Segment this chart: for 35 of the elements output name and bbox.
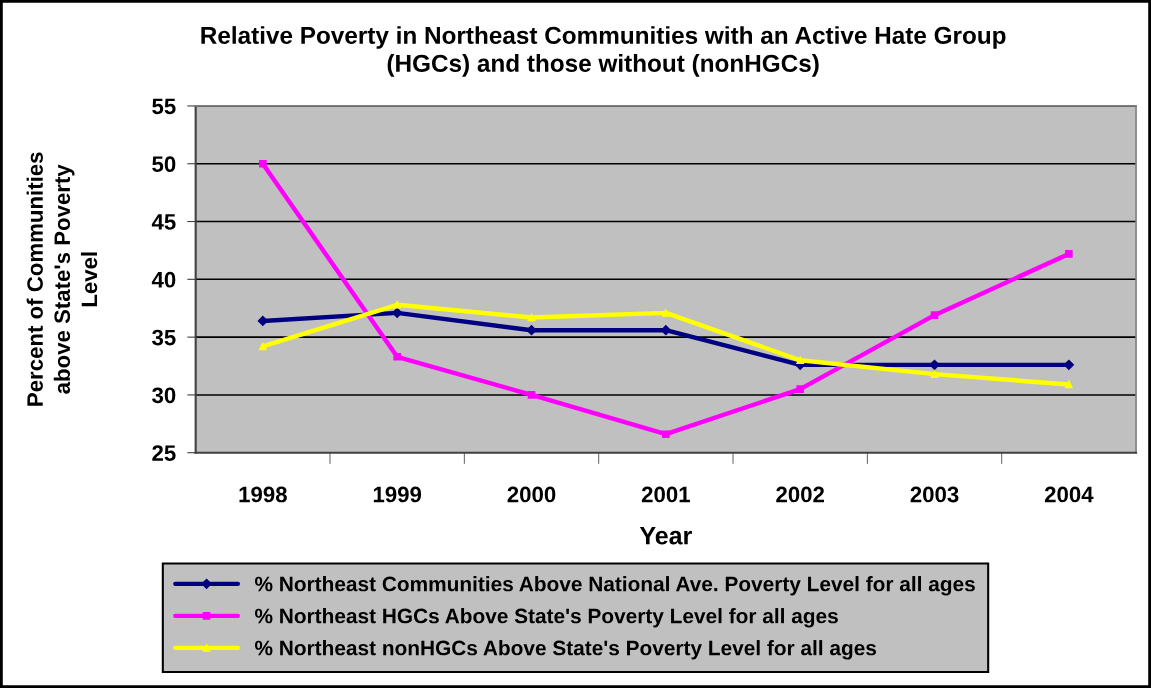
y-tick-label: 55 <box>152 98 176 115</box>
point <box>1065 380 1073 389</box>
point <box>662 309 670 317</box>
x-axis-title: Year <box>639 527 692 545</box>
y-tick-label: 40 <box>151 271 176 288</box>
x-tick-label: 1998 <box>239 486 287 503</box>
legend-label: % Northeast HGCs Above State's Poverty Level for all ages <box>255 608 838 628</box>
y-tick-label: 30 <box>152 387 176 404</box>
point <box>1065 250 1073 258</box>
point <box>393 352 401 361</box>
y-tick-label: 45 <box>151 214 176 230</box>
point <box>930 311 939 319</box>
point <box>259 159 267 168</box>
x-tick-label: 2003 <box>910 486 959 503</box>
legend-label: % Northeast nonHGCs Above State's Poverty Level for all ages <box>255 640 877 660</box>
point <box>796 356 805 365</box>
x-tick-label: 2001 <box>641 486 690 503</box>
point <box>662 430 670 439</box>
chart-title: Relative Poverty in Northeast Communities with an Active Hate Group (HGCs) and those without (nonHGCs) <box>201 26 1006 77</box>
point <box>796 385 805 393</box>
x-tick-label: 1999 <box>373 486 422 503</box>
y-tick-label: 50 <box>152 156 176 173</box>
legend-label: % Northeast Communities Above National Ave. Poverty Level for all ages <box>255 576 975 596</box>
x-tick-label: 2002 <box>776 486 825 503</box>
point <box>527 313 536 322</box>
y-tick-label: 25 <box>152 445 176 461</box>
point <box>930 370 939 378</box>
point <box>392 307 403 318</box>
x-tick-label: 2004 <box>1044 486 1094 503</box>
point <box>527 391 536 399</box>
y-axis-title: Percent of Communities above State's Poverty Level <box>26 152 98 406</box>
x-tick-label: 2000 <box>507 486 556 503</box>
y-tick-label: 35 <box>152 329 176 346</box>
point <box>259 342 267 351</box>
point <box>393 300 401 309</box>
